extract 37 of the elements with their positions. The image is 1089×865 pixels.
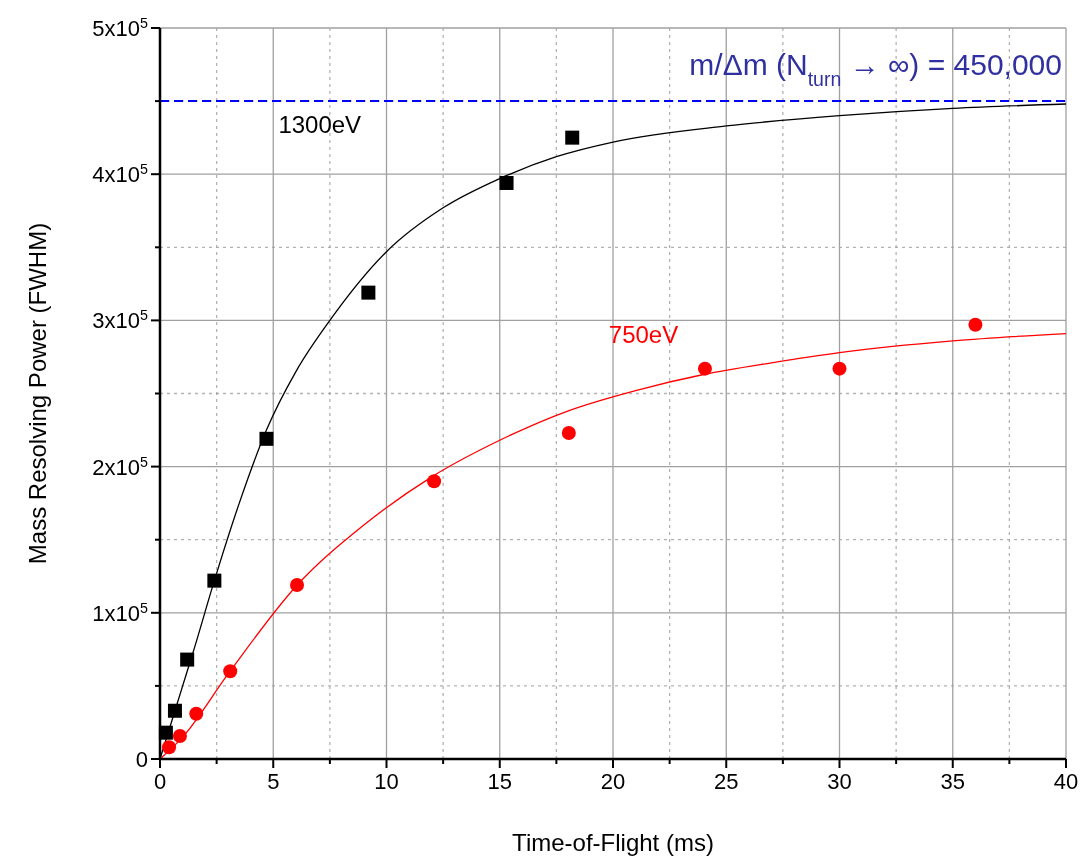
point [565, 130, 580, 145]
y-axis-title: Mass Resolving Power (FWHM) [24, 222, 51, 565]
y-tick-label: 4x10$^{5}$ [92, 161, 149, 188]
ref-line-label: m/Δm (N$_{turn}$ → ∞) = 450,000 [689, 48, 1062, 91]
y-tick-label: 1x10$^{5}$ [92, 599, 149, 626]
x-tick-label: 20 [600, 769, 626, 794]
x-tick-label: 0 [153, 769, 167, 794]
point [207, 573, 222, 588]
point [259, 431, 274, 446]
x-tick-label: 25 [714, 769, 739, 794]
text: 1300eV [278, 110, 362, 138]
x-tick-label: 35 [940, 769, 965, 794]
point [968, 317, 983, 332]
point [499, 175, 514, 190]
y-tick-label: 5x10$^{5}$ [92, 15, 149, 41]
y-tick-label: 2x10$^{5}$ [92, 453, 149, 480]
x-tick-label: 10 [374, 769, 399, 794]
point [189, 706, 204, 721]
series-label: 750eV [608, 320, 679, 348]
x-tick-label: 5 [267, 769, 280, 794]
x-axis-title: Time-of-Flight (ms) [512, 829, 714, 856]
point [361, 285, 376, 300]
point [561, 425, 576, 440]
point [697, 361, 712, 376]
point [223, 664, 238, 679]
point [167, 703, 182, 718]
x-tick-label: 15 [487, 769, 512, 794]
y-tick-label: 3x10$^{5}$ [92, 307, 149, 334]
point [832, 361, 847, 376]
point [427, 474, 442, 489]
point [172, 729, 187, 744]
x-tick-label: 40 [1053, 769, 1079, 794]
point [180, 652, 195, 667]
y-tick-label: 0 [135, 747, 148, 772]
x-tick-label: 30 [827, 769, 852, 794]
point [162, 740, 177, 755]
point [290, 578, 305, 593]
